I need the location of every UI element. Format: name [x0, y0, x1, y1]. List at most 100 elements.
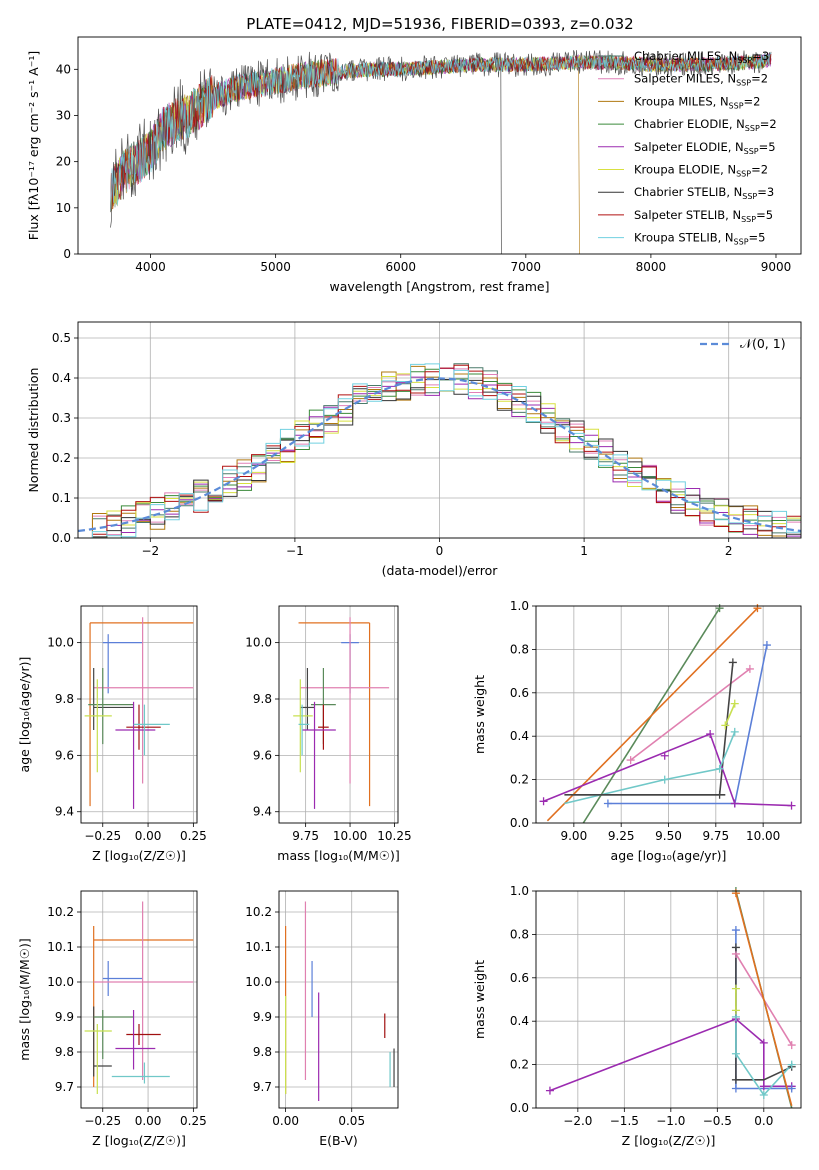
weight-marker — [753, 604, 762, 613]
legend-label: Chabrier STELIB, NSSP=3 — [634, 185, 774, 201]
x-tick-label: 10.00 — [333, 829, 367, 843]
y-tick-label: 1.0 — [510, 884, 529, 898]
legend-label: Kroupa ELODIE, NSSP=2 — [634, 163, 768, 179]
y-tick-label: 20 — [56, 155, 71, 169]
legend-label: Salpeter ELODIE, NSSP=5 — [634, 140, 776, 156]
y-tick-label: 0.4 — [52, 371, 71, 385]
series-kroupa-stelib — [110, 52, 772, 212]
legend-tail: =5 — [756, 208, 773, 222]
axes-frame — [77, 321, 802, 539]
axes-frame — [80, 890, 198, 1109]
y-tick-label: 0.0 — [510, 816, 529, 830]
axes-frame — [77, 36, 802, 255]
legend-subscript: SSP — [736, 170, 751, 179]
x-tick-label: 10.25 — [377, 829, 411, 843]
y-tick-label: 0.4 — [510, 729, 529, 743]
spectrum-lines — [110, 50, 772, 254]
x-tick-label: 5000 — [260, 260, 291, 274]
weight-marker — [731, 984, 740, 993]
axes-frame — [278, 605, 399, 824]
legend-label: Kroupa MILES, NSSP=2 — [634, 94, 760, 110]
y-tick-label: 9.6 — [253, 748, 272, 762]
weight-lines — [543, 607, 792, 823]
legend-subscript: SSP — [734, 238, 749, 247]
errorbars — [293, 617, 390, 809]
x-tick-label: −1.0 — [656, 1114, 685, 1128]
x-tick-label: 0.00 — [135, 829, 162, 843]
weight-marker — [660, 775, 669, 784]
x-tick-label: 8000 — [636, 260, 667, 274]
x-tick-label: 9000 — [761, 260, 792, 274]
y-tick-label: 9.8 — [55, 1045, 74, 1059]
histogram-lines — [78, 363, 801, 538]
x-axis-label: E(B-V) — [319, 1133, 358, 1148]
y-tick-label: 0.2 — [52, 451, 71, 465]
weight-marker — [745, 664, 754, 673]
x-tick-label: −0.25 — [84, 1114, 121, 1128]
weight-marker — [660, 751, 669, 760]
y-tick-label: 9.7 — [55, 1080, 74, 1094]
x-tick-label: −1.5 — [610, 1114, 639, 1128]
x-tick-label: 9.75 — [702, 829, 729, 843]
y-tick-label: 0.6 — [510, 971, 529, 985]
weight-marker — [787, 1060, 796, 1069]
chart-spectrum: 4000 5000 6000 7000 8000 9000 0 10 20 30 40 wavelen… — [26, 36, 802, 294]
legend-label: Chabrier ELODIE, NSSP=2 — [634, 117, 777, 133]
y-tick-label: 9.9 — [253, 1010, 272, 1024]
x-tick-label: −2 — [141, 544, 159, 558]
x-tick-label: 9.25 — [608, 829, 635, 843]
y-tick-label: 10.1 — [47, 940, 74, 954]
y-tick-label: 0.8 — [510, 927, 529, 941]
chart-mass_vs_EBV: 0.00 0.05 9.7 9.8 9.9 10.0 10.1 10.2 E(B-V) — [245, 890, 399, 1148]
y-tick-label: 9.4 — [55, 805, 74, 819]
y-tick-label: 10 — [56, 201, 71, 215]
y-tick-label: 9.9 — [55, 1010, 74, 1024]
weight-marker — [787, 1041, 796, 1050]
weight-marker — [706, 730, 715, 739]
weight-marker — [731, 943, 740, 952]
x-axis-label: (data-model)/error — [382, 563, 499, 578]
x-tick-label: 0.25 — [180, 829, 207, 843]
axes-frame — [80, 605, 198, 824]
y-tick-label: 10.0 — [47, 975, 74, 989]
x-tick-label: −1 — [286, 544, 304, 558]
weight-marker — [715, 604, 724, 613]
x-tick-label: 9.75 — [292, 829, 319, 843]
y-tick-label: 0.8 — [510, 642, 529, 656]
chart-age_vs_Z: −0.25 0.00 0.25 9.4 9.6 9.8 10.0 Z [log₁₀(Z/Z☉)… — [17, 605, 207, 863]
figure-title: PLATE=0412, MJD=51936, FIBERID=0393, z=0… — [246, 15, 633, 33]
errorbars — [84, 617, 194, 809]
weight-marker — [759, 1090, 768, 1099]
y-tick-label: 9.4 — [253, 805, 272, 819]
weight-marker — [545, 1086, 554, 1095]
x-tick-label: 2 — [725, 544, 733, 558]
weight-line — [724, 703, 736, 726]
weight-marker — [731, 1006, 740, 1015]
y-axis-label: age [log₁₀(age/yr)] — [17, 657, 32, 773]
chart-weight_vs_age: 9.00 9.25 9.50 9.75 10.00 0.0 0.2 0.4 0.6 0.8 1.0 a… — [472, 599, 802, 863]
x-tick-label: 0.00 — [135, 1114, 162, 1128]
legend-label: Chabrier MILES, NSSP=3 — [634, 49, 769, 65]
y-tick-label: 0.0 — [510, 1101, 529, 1115]
weight-marker — [539, 797, 548, 806]
legend-tail: =2 — [744, 94, 761, 108]
legend-subscript: SSP — [729, 101, 744, 110]
weight-line — [564, 662, 734, 796]
x-tick-label: 0.0 — [754, 1114, 773, 1128]
weight-marker — [787, 1084, 796, 1093]
y-tick-label: 0.2 — [510, 1058, 529, 1072]
y-tick-label: 9.8 — [55, 692, 74, 706]
legend-subscript: SSP — [737, 56, 752, 65]
chart-residuals: −2 −1 0 1 2 0.0 0.1 0.2 0.3 0.4 0.5 (data-model)/er… — [26, 321, 802, 578]
y-tick-label: 10.0 — [245, 975, 272, 989]
legend-label: Salpeter MILES, NSSP=2 — [634, 72, 768, 88]
weight-marker — [715, 764, 724, 773]
weight-marker — [762, 641, 771, 650]
legend-tail: =2 — [751, 72, 768, 86]
x-tick-label: −0.25 — [84, 829, 121, 843]
y-tick-label: 0.0 — [52, 531, 71, 545]
weight-marker — [731, 1084, 740, 1093]
x-tick-label: 9.50 — [655, 829, 682, 843]
gaussian-curve — [78, 377, 801, 533]
